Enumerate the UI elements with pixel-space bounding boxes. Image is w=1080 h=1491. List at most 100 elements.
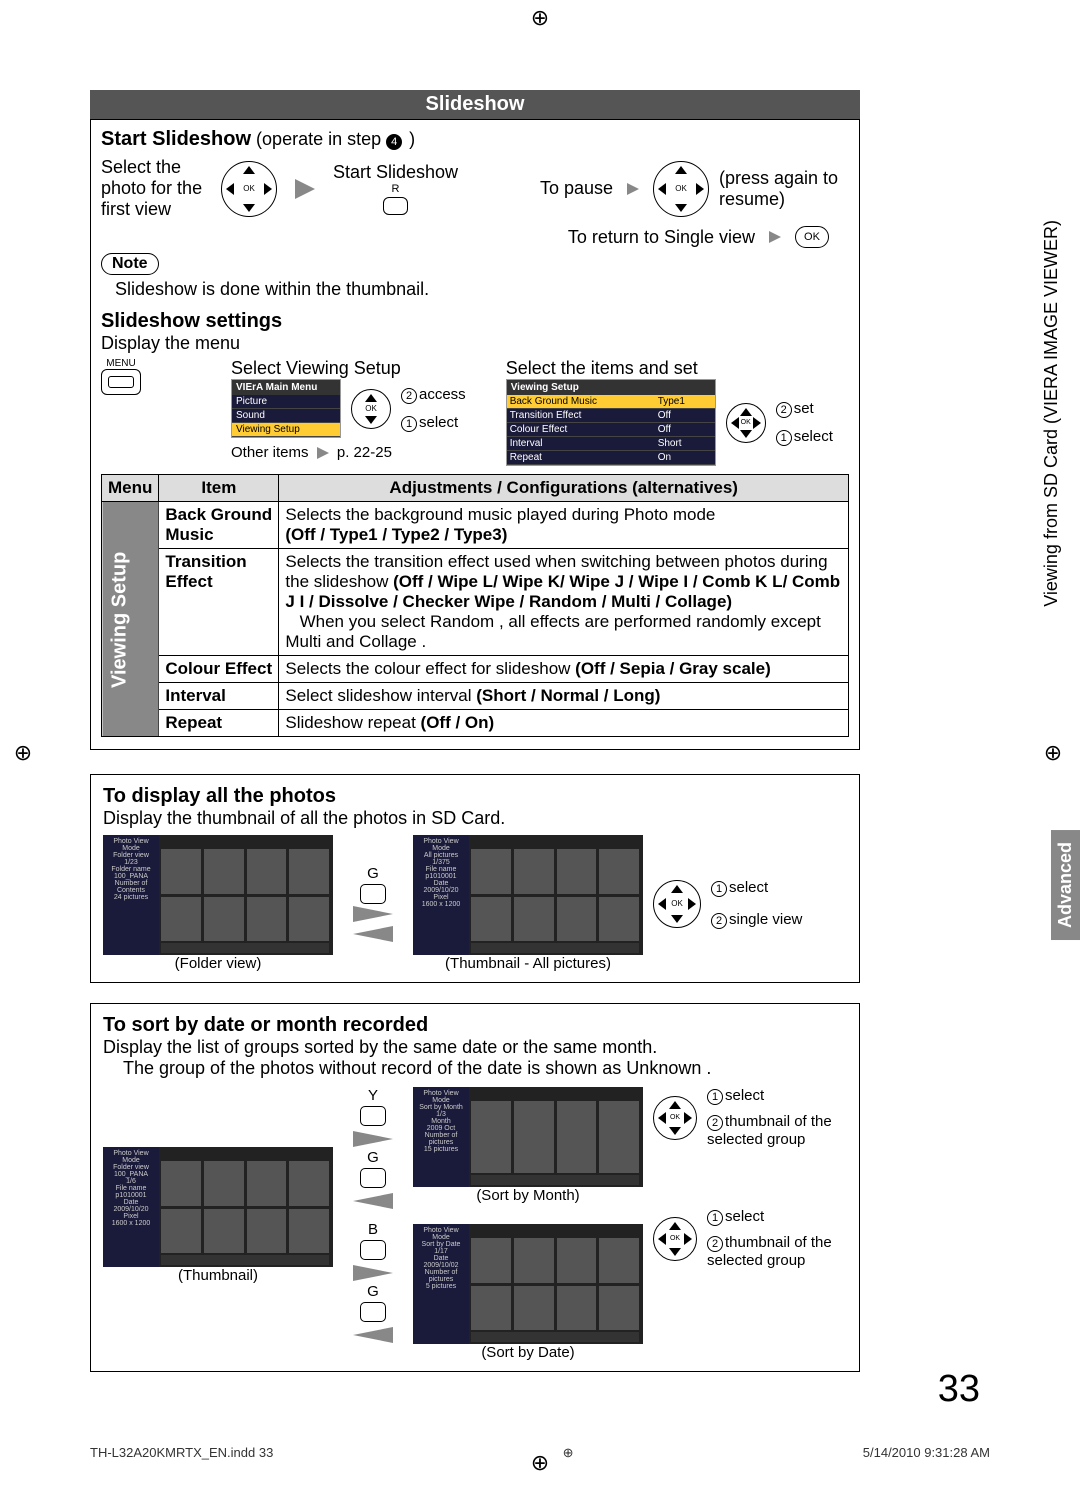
- select-viewing-setup-text: Select Viewing Setup: [231, 358, 466, 379]
- item-transition: Transition Effect: [159, 549, 279, 656]
- osd-r1b: Type1: [655, 395, 715, 408]
- yellow-key-icon: [360, 1106, 386, 1126]
- desc-transition: Selects the transition effect used when …: [279, 549, 849, 656]
- other-items-text: Other items: [231, 444, 309, 461]
- biarrow5-icon: [353, 1327, 393, 1343]
- da-single: single view: [729, 911, 802, 928]
- displayall-annotations: 1select 2single view: [711, 879, 802, 929]
- ok-button-icon: OK: [795, 226, 829, 248]
- arrow-right-sm-icon: [627, 183, 639, 195]
- green-key-icon: [360, 884, 386, 904]
- red-button-icon: [383, 197, 408, 215]
- osd-r2b: Off: [655, 409, 715, 422]
- th-adj: Adjustments / Configurations (alternativ…: [279, 475, 849, 502]
- item-repeat: Repeat: [159, 710, 279, 737]
- footer-right: 5/14/2010 9:31:28 AM: [863, 1445, 990, 1461]
- page-content: Slideshow Start Slideshow (operate in st…: [90, 90, 860, 1372]
- b-label: B: [343, 1221, 403, 1238]
- dpad-small2-icon: OK: [726, 403, 766, 443]
- item-colour: Colour Effect: [159, 656, 279, 683]
- green-key3-icon: [360, 1302, 386, 1322]
- dpad-sort1-icon: OK: [653, 1096, 697, 1140]
- osd-viewing-setup: Viewing Setup Back Ground MusicType1 Tra…: [506, 379, 716, 466]
- osd-main-sound: Sound: [232, 409, 340, 423]
- to-pause-text: To pause: [540, 178, 613, 199]
- sort-thumbnail-caption: (Thumbnail): [103, 1267, 333, 1284]
- start-slideshow-heading: Start Slideshow (operate in step 4 ): [101, 128, 849, 151]
- reg-mark-top: ⊕: [527, 5, 553, 31]
- press-again-text: (press again to resume): [719, 168, 849, 210]
- g-key-label: G: [343, 865, 403, 882]
- side-advanced-tab: Advanced: [1051, 830, 1080, 940]
- arrow-sm3-icon: [317, 447, 329, 459]
- vtab-viewing-setup: Viewing Setup: [102, 502, 159, 737]
- set-select-labels: 2set 1select: [776, 400, 833, 446]
- ce-opts: (Off / Sepia / Gray scale): [575, 659, 771, 678]
- desc-bgm: Selects the background music played duri…: [279, 502, 849, 549]
- int-opts: (Short / Normal / Long): [476, 686, 660, 705]
- dpad-icon: OK: [221, 161, 277, 217]
- osd-main-menu: VIErA Main Menu Picture Sound Viewing Se…: [231, 379, 341, 438]
- osd-main-title: VIErA Main Menu: [232, 380, 340, 395]
- osd-setup-title: Viewing Setup: [507, 380, 715, 395]
- te-desc2: When you select Random , all effects are…: [285, 612, 820, 651]
- other-items-pages: p. 22-25: [337, 444, 392, 461]
- item-bgm: Back Ground Music: [159, 502, 279, 549]
- blue-key-icon: [360, 1240, 386, 1260]
- dpad-sort2-icon: OK: [653, 1217, 697, 1261]
- thumb-all-view: Photo View ModeAll pictures1/375File nam…: [413, 835, 643, 955]
- sort-ann-2: 1select 2thumbnail of the selected group: [707, 1208, 847, 1269]
- osd-main-picture: Picture: [232, 395, 340, 409]
- int-desc: Select slideshow interval: [285, 686, 476, 705]
- footer-left: TH-L32A20KMRTX_EN.indd 33: [90, 1445, 273, 1461]
- reg-mark-right: ⊕: [1040, 740, 1066, 766]
- side-viewer-text: Viewing from SD Card (VIERA IMAGE VIEWER…: [1041, 220, 1062, 607]
- note-text: Slideshow is done within the thumbnail.: [115, 279, 849, 300]
- da-select: select: [729, 879, 768, 896]
- config-table: Menu Item Adjustments / Configurations (…: [101, 474, 849, 737]
- desc-interval: Select slideshow interval (Short / Norma…: [279, 683, 849, 710]
- biarrow2-icon: [353, 1131, 393, 1147]
- display-all-heading: To display all the photos: [103, 785, 847, 808]
- operate-step-text: (operate in step: [256, 129, 386, 149]
- set-label: set: [794, 400, 814, 417]
- desc-colour: Selects the colour effect for slideshow …: [279, 656, 849, 683]
- sort-heading: To sort by date or month recorded: [103, 1014, 847, 1037]
- sort-date-caption: (Sort by Date): [413, 1344, 643, 1361]
- dpad-pause-icon: OK: [653, 161, 709, 217]
- sort-month-caption: (Sort by Month): [413, 1187, 643, 1204]
- osd-r5b: On: [655, 451, 715, 464]
- start-slideshow-lbl: Start Slideshow: [333, 162, 458, 183]
- rep-opts: (Off / On): [421, 713, 495, 732]
- rep-desc: Slideshow repeat: [285, 713, 420, 732]
- return-single-text: To return to Single view: [568, 227, 755, 248]
- page-number: 33: [938, 1368, 980, 1411]
- slideshow-header-bar: Slideshow: [90, 90, 860, 119]
- access-select-labels: 2access 1select: [401, 386, 466, 432]
- arrow-right-icon: [295, 179, 315, 199]
- sort-month-view: Photo View ModeSort by Month1/3Month2009…: [413, 1087, 643, 1187]
- sort-select-1: select: [725, 1087, 764, 1104]
- close-paren: ): [409, 129, 415, 149]
- ce-desc: Selects the colour effect for slideshow: [285, 659, 575, 678]
- reg-mark-left: ⊕: [10, 740, 36, 766]
- biarrow3-icon: [353, 1193, 393, 1209]
- osd-r4b: Short: [655, 437, 715, 450]
- osd-r4a: Interval: [507, 437, 655, 450]
- sort-desc1: Display the list of groups sorted by the…: [103, 1037, 847, 1058]
- sort-box: To sort by date or month recorded Displa…: [90, 1003, 860, 1372]
- access-label: access: [419, 386, 466, 403]
- green-key2-icon: [360, 1168, 386, 1188]
- display-menu-text: Display the menu: [101, 333, 849, 354]
- folder-view-caption: (Folder view): [103, 955, 333, 972]
- g-label-2: G: [343, 1149, 403, 1166]
- osd-r3b: Off: [655, 423, 715, 436]
- slideshow-settings-heading: Slideshow settings: [101, 310, 849, 333]
- sort-date-view: Photo View ModeSort by Date1/17Date2009/…: [413, 1224, 643, 1344]
- sort-desc2: The group of the photos without record o…: [103, 1058, 847, 1079]
- slideshow-box: Start Slideshow (operate in step 4 ) Sel…: [90, 119, 860, 750]
- th-item: Item: [159, 475, 279, 502]
- dpad-displayall-icon: OK: [653, 880, 701, 928]
- note-pill: Note: [101, 253, 159, 275]
- desc-repeat: Slideshow repeat (Off / On): [279, 710, 849, 737]
